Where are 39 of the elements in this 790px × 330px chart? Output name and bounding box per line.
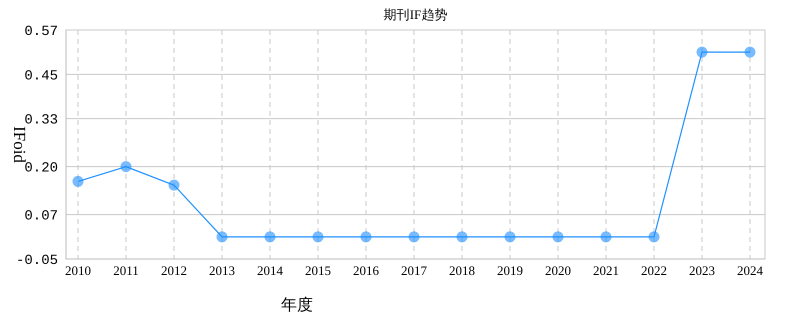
point xyxy=(72,176,84,187)
point xyxy=(648,231,660,242)
x-tick-label: 2019 xyxy=(497,263,523,278)
y-tick-label: -0.05 xyxy=(16,253,58,269)
y-tick-label: 0.20 xyxy=(24,160,58,177)
y-tick-label: 0.45 xyxy=(24,68,58,84)
point xyxy=(744,46,756,58)
point xyxy=(312,231,324,242)
x-tick-label: 2016 xyxy=(353,263,380,278)
x-tick-label: 2023 xyxy=(689,263,715,278)
y-axis-title: IFoid xyxy=(10,126,29,164)
x-tick-label: 2013 xyxy=(209,263,235,278)
x-tick-label: 2022 xyxy=(641,263,667,278)
point xyxy=(168,180,180,191)
x-tick-label: 2017 xyxy=(401,263,428,278)
x-tick-label: 2018 xyxy=(449,263,475,278)
x-tick-label: 2024 xyxy=(737,263,764,278)
x-tick-label: 2012 xyxy=(161,263,187,278)
y-tick-label: 0.33 xyxy=(24,112,58,129)
point xyxy=(696,46,708,58)
point xyxy=(408,231,420,242)
point xyxy=(504,231,516,242)
x-tick-label: 2011 xyxy=(113,263,139,278)
y-tick-label: 0.07 xyxy=(24,208,58,225)
y-tick-label: 0.57 xyxy=(24,24,58,40)
x-tick-label: 2010 xyxy=(65,263,91,278)
x-tick-label: 2015 xyxy=(305,263,331,278)
point xyxy=(360,231,372,242)
x-tick-label: 2014 xyxy=(257,263,284,278)
x-tick-label: 2021 xyxy=(593,263,619,278)
point xyxy=(216,231,228,242)
point xyxy=(552,231,564,242)
x-tick-label: 2020 xyxy=(545,263,571,278)
chart-title: 期刊IF趋势 xyxy=(384,7,448,22)
point xyxy=(600,231,612,242)
x-axis-title: 年度 xyxy=(281,296,313,314)
point xyxy=(264,231,276,242)
point xyxy=(456,231,468,242)
point xyxy=(120,161,132,172)
